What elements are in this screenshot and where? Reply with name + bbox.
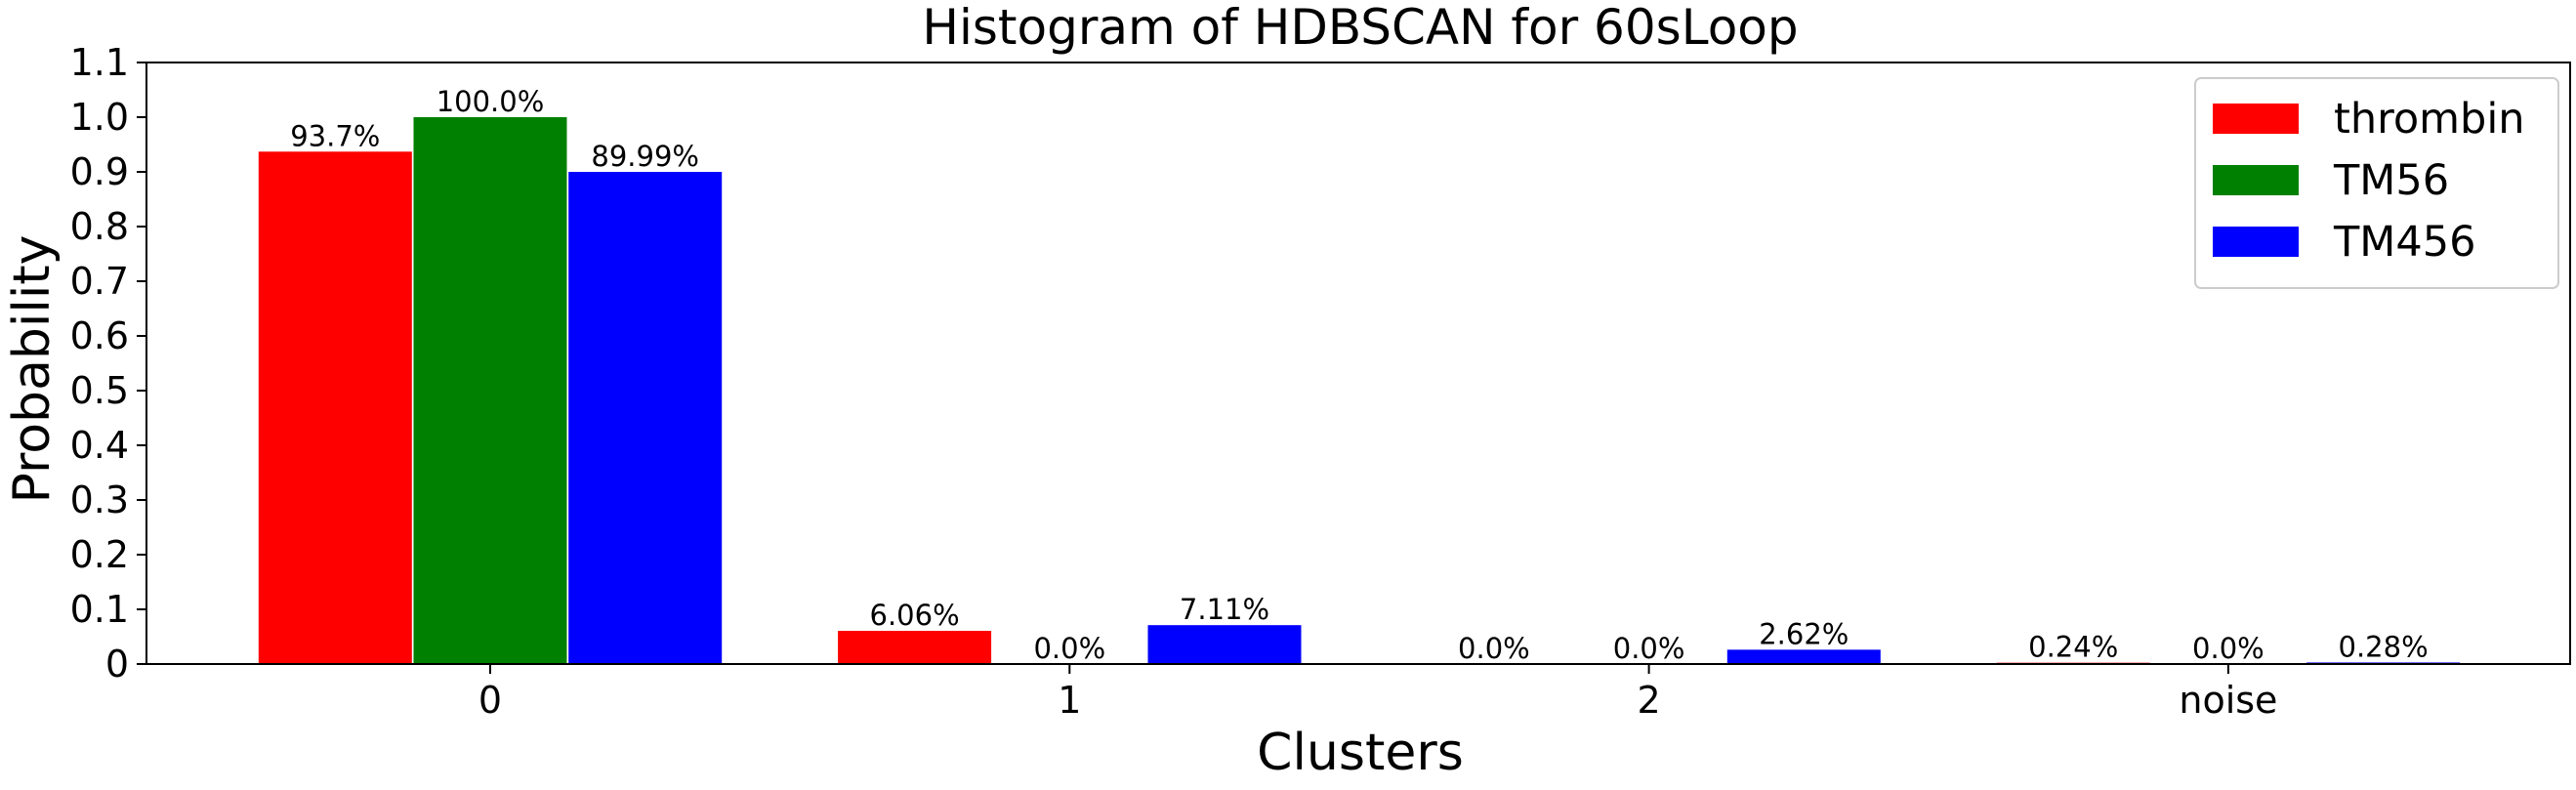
chart-title: Histogram of HDBSCAN for 60sLoop bbox=[922, 0, 1798, 56]
y-tick-label: 0.9 bbox=[70, 150, 129, 193]
bar-TM456-1 bbox=[1147, 625, 1302, 664]
data-label: 7.11% bbox=[1180, 593, 1269, 626]
legend-swatch-TM56 bbox=[2213, 165, 2299, 195]
legend-label-thrombin: thrombin bbox=[2334, 95, 2525, 144]
data-label: 89.99% bbox=[591, 140, 699, 173]
data-label: 0.24% bbox=[2028, 631, 2118, 664]
y-axis-label: Probability bbox=[3, 235, 62, 504]
x-tick-label: 0 bbox=[478, 679, 502, 722]
x-tick-label: noise bbox=[2179, 679, 2277, 722]
y-tick-label: 0.8 bbox=[70, 205, 129, 248]
data-label: 0.0% bbox=[2192, 632, 2264, 665]
legend-swatch-TM456 bbox=[2213, 227, 2299, 257]
bar-thrombin-1 bbox=[838, 631, 992, 664]
plot-frame bbox=[145, 62, 2571, 665]
y-tick-label: 0.7 bbox=[70, 260, 129, 303]
bar-TM456-2 bbox=[1726, 649, 1881, 664]
bar-TM456-0 bbox=[568, 172, 723, 664]
bars-layer bbox=[258, 117, 2461, 664]
y-tick-label: 0 bbox=[105, 643, 129, 686]
legend-swatch-thrombin bbox=[2213, 104, 2299, 134]
data-label: 100.0% bbox=[436, 85, 545, 118]
data-label: 6.06% bbox=[870, 599, 960, 632]
data-label: 93.7% bbox=[290, 119, 380, 152]
bar-thrombin-0 bbox=[258, 151, 412, 664]
data-label: 2.62% bbox=[1759, 617, 1849, 650]
legend-label-TM56: TM56 bbox=[2333, 156, 2449, 205]
y-tick-label: 0.2 bbox=[70, 533, 129, 576]
y-tick-label: 0.5 bbox=[70, 369, 129, 412]
x-axis-label: Clusters bbox=[1257, 724, 1464, 782]
data-label: 0.0% bbox=[1033, 632, 1105, 665]
y-tick-label: 1.0 bbox=[70, 96, 129, 139]
data-labels-layer: 93.7% 6.06% 0.0% 0.24% 100.0% 0.0% 0.0% 0.0% 89.… bbox=[290, 85, 2428, 665]
y-tick-label: 1.1 bbox=[70, 41, 129, 84]
y-tick-label: 0.4 bbox=[70, 424, 129, 467]
y-tick-label: 0.1 bbox=[70, 588, 129, 631]
y-tick-label: 0.3 bbox=[70, 478, 129, 521]
x-tick-label: 2 bbox=[1638, 679, 1661, 722]
axes-layer: 0 0.1 0.2 0.3 0.4 0.5 0.6 0.7 0.8 0.9 1.0 1.1 0 1 2 noi… bbox=[70, 41, 2571, 722]
legend-label-TM456: TM456 bbox=[2333, 218, 2475, 267]
data-label: 0.0% bbox=[1458, 632, 1530, 665]
data-label: 0.0% bbox=[1613, 632, 1685, 665]
data-label: 0.28% bbox=[2339, 630, 2429, 663]
y-tick-label: 0.6 bbox=[70, 314, 129, 357]
x-tick-label: 1 bbox=[1058, 679, 1081, 722]
legend: thrombin TM56 TM456 bbox=[2194, 77, 2559, 289]
bar-TM56-0 bbox=[413, 117, 567, 664]
